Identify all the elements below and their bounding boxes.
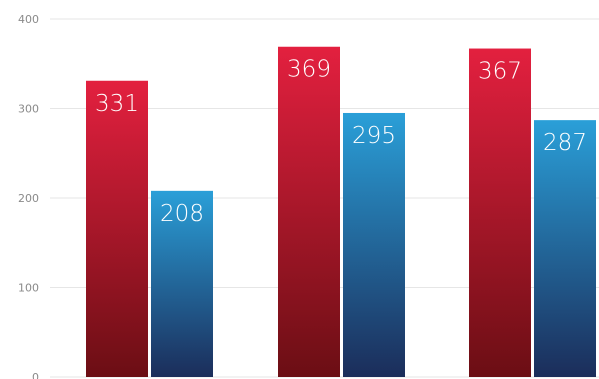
bar-value-label: 331 xyxy=(95,91,139,117)
y-tick-label: 100 xyxy=(18,282,39,295)
bar xyxy=(534,120,596,377)
bar-value-label: 287 xyxy=(543,130,587,156)
bar xyxy=(343,112,405,377)
y-axis-ticks: 0 100 200 300 400 xyxy=(18,13,39,379)
bar-value-label: 367 xyxy=(478,59,522,85)
y-tick-label: 400 xyxy=(18,13,39,26)
y-tick-label: 0 xyxy=(32,371,39,379)
y-tick-label: 300 xyxy=(18,103,39,116)
bar xyxy=(469,48,531,377)
bar xyxy=(86,80,148,377)
bar-value-label: 295 xyxy=(352,123,396,149)
bar-value-label: 208 xyxy=(160,201,204,227)
y-tick-label: 200 xyxy=(18,192,39,205)
bar-value-label: 369 xyxy=(287,57,331,83)
bars xyxy=(86,46,596,378)
data-labels: 331 208 369 295 367 287 xyxy=(95,57,587,227)
bar xyxy=(278,46,340,378)
bar xyxy=(151,190,213,377)
